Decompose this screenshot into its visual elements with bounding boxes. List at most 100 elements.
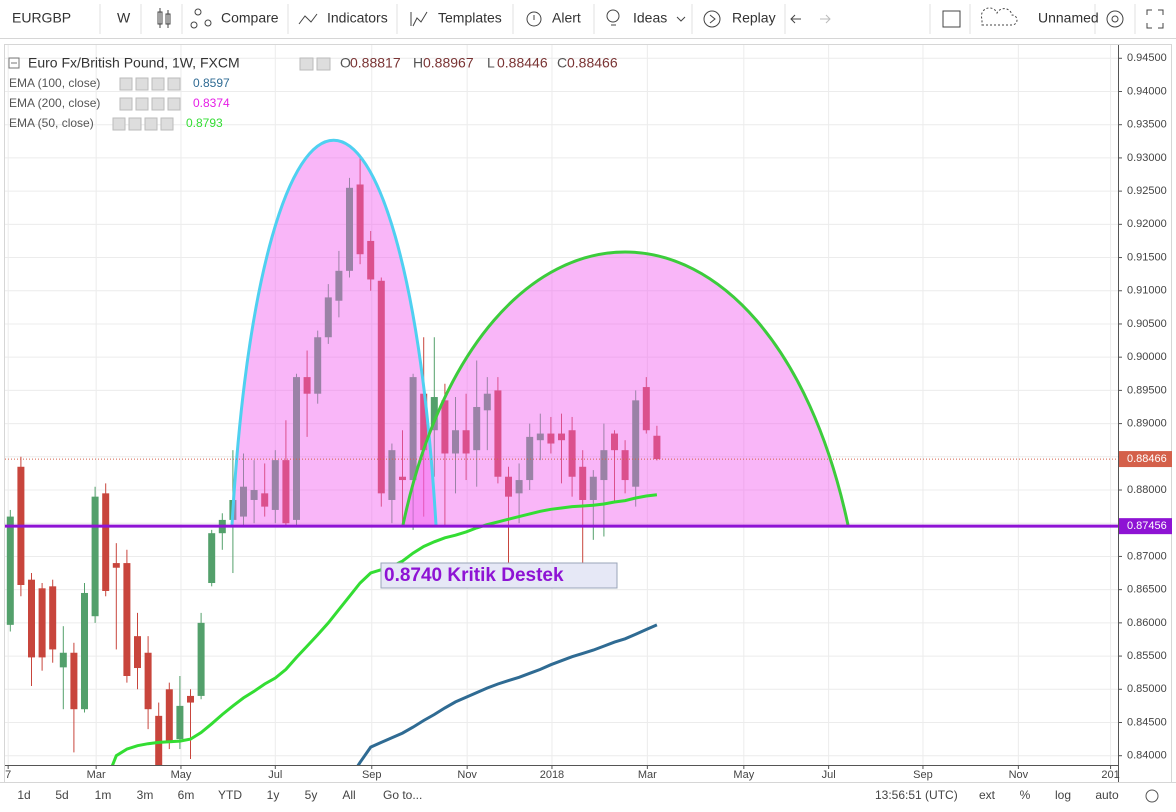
toolbar-button[interactable]: Indicators (327, 10, 388, 26)
candle-body (399, 476, 406, 481)
range-button[interactable]: YTD (218, 788, 242, 802)
y-tick-label: 0.92500 (1127, 185, 1167, 197)
scale-option[interactable]: log (1055, 788, 1071, 802)
candle-body (165, 689, 173, 743)
candle-body (653, 435, 661, 460)
toolbar-button[interactable]: Ideas (633, 10, 667, 26)
price-label: 0.87456 (1127, 520, 1167, 532)
interval[interactable]: W (117, 10, 131, 26)
candle-body (367, 240, 375, 280)
indicator-lines (110, 493, 658, 765)
ohlc-value: 0.88466 (567, 55, 618, 71)
price-label-box (1119, 518, 1172, 535)
range-button[interactable]: 1y (267, 788, 280, 802)
y-tick-label: 0.91000 (1127, 285, 1167, 297)
ohlc-value: 0.88446 (497, 55, 548, 71)
candle-body (462, 430, 470, 454)
y-tick-label: 0.85000 (1127, 683, 1167, 695)
candle-body (81, 592, 88, 710)
y-tick-label: 0.90000 (1127, 351, 1167, 363)
candle-body (621, 450, 629, 481)
candle-body (38, 588, 46, 658)
candle-body (515, 480, 523, 494)
x-tick-label: 7 (5, 769, 11, 781)
candle-body (59, 652, 67, 668)
candle-body (293, 377, 300, 520)
toolbar-button[interactable]: Alert (552, 10, 581, 26)
candle-body (377, 280, 385, 494)
ohlc-label: L (487, 55, 495, 71)
x-tick-label: Jul (822, 769, 836, 781)
candle-body (536, 433, 544, 441)
toolbar-button[interactable]: Templates (438, 10, 502, 26)
scale-option[interactable]: ext (979, 788, 996, 802)
symbol[interactable]: EURGBP (12, 10, 71, 26)
candle-body (102, 493, 110, 591)
candle-body (441, 400, 449, 454)
candle-body (240, 486, 247, 517)
range-button[interactable]: 6m (178, 788, 195, 802)
indicator-name: EMA (100, close) (9, 76, 100, 90)
x-tick-label: Sep (913, 769, 933, 781)
layout-name[interactable]: Unnamed (1038, 10, 1099, 26)
candle-body (70, 652, 78, 710)
candle-body (197, 622, 205, 696)
candle-body (526, 436, 534, 481)
clock: 13:56:51 (UTC) (875, 788, 958, 802)
drawings (230, 139, 850, 526)
x-tick-label: May (171, 769, 192, 781)
y-tick-label: 0.90500 (1127, 318, 1167, 330)
scale-option[interactable]: % (1020, 788, 1031, 802)
y-tick-label: 0.94500 (1127, 52, 1167, 64)
candle-body (112, 563, 120, 568)
toolbar-button[interactable]: Compare (221, 10, 279, 26)
range-button[interactable]: 1m (95, 788, 112, 802)
candle-body (187, 695, 194, 703)
x-tick-label: Mar (87, 769, 106, 781)
scale-option[interactable]: auto (1095, 788, 1119, 802)
toolbar-button[interactable]: Replay (732, 10, 776, 26)
range-button[interactable]: 5d (55, 788, 68, 802)
candle-body (346, 187, 353, 271)
ohlc-value: 0.88817 (350, 55, 401, 71)
legend: O 0.88817 H 0.88967 L 0.88446 C 0.88466 EMA (100… (9, 55, 618, 130)
annotation: 0.8740 Kritik Destek (384, 565, 564, 586)
candle-body (282, 460, 290, 524)
range-button[interactable]: 5y (305, 788, 318, 802)
y-tick-label: 0.93500 (1127, 119, 1167, 131)
y-tick-label: 0.89500 (1127, 384, 1167, 396)
candle-body (483, 393, 491, 411)
drawing-fill (403, 252, 848, 525)
candle-body (473, 406, 481, 451)
goto-button[interactable]: Go to... (383, 788, 422, 802)
settings-icon[interactable] (1145, 789, 1159, 803)
candle-body (91, 496, 99, 617)
candle-body (155, 715, 163, 765)
candle-body (123, 563, 131, 676)
range-button[interactable]: 3m (137, 788, 154, 802)
y-tick-label: 0.87000 (1127, 550, 1167, 562)
indicator-value: 0.8793 (186, 116, 223, 130)
range-button[interactable]: All (342, 788, 355, 802)
y-tick-label: 0.92000 (1127, 218, 1167, 230)
y-tick-label: 0.86500 (1127, 584, 1167, 596)
ohlc-label: H (413, 55, 423, 71)
annotation-box (380, 562, 618, 589)
candle-body (632, 400, 640, 487)
toolbar-separators (99, 4, 1136, 34)
y-tick-label: 0.89000 (1127, 418, 1167, 430)
candle-body (568, 430, 576, 477)
candle-body (452, 430, 459, 454)
candle-body (420, 393, 428, 451)
candle-body (430, 397, 438, 431)
candle-body (589, 476, 597, 500)
indicator-value: 0.8597 (193, 76, 230, 90)
collapse-icon[interactable] (8, 57, 20, 69)
range-button[interactable]: 1d (17, 788, 30, 802)
candle-body (505, 476, 512, 497)
indicator-name: EMA (200, close) (9, 96, 100, 110)
candle-body (49, 586, 57, 650)
y-tick-label: 0.86000 (1127, 617, 1167, 629)
